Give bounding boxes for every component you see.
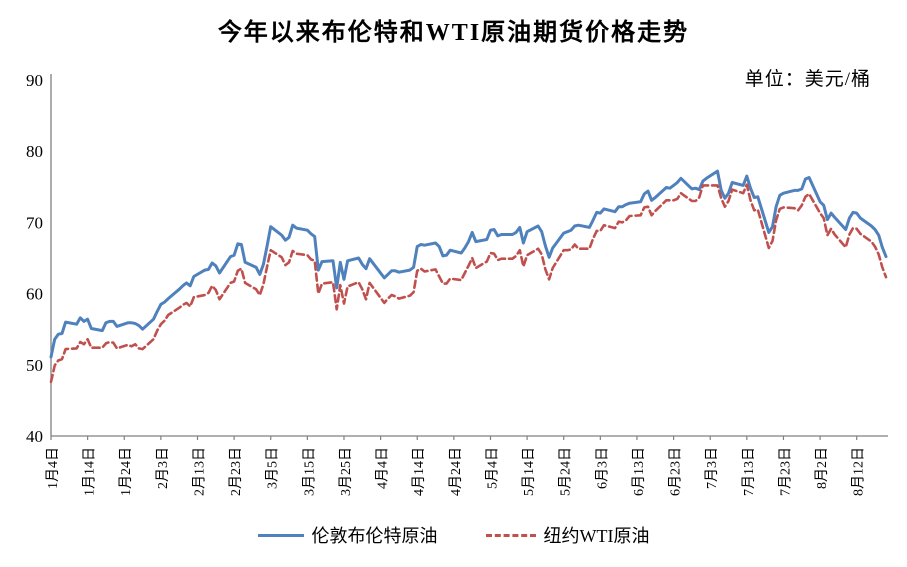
wti-line-swatch bbox=[485, 533, 536, 537]
y-tick-label: 40 bbox=[26, 427, 43, 446]
x-tick-label: 2月13日 bbox=[191, 447, 207, 496]
x-tick-label: 1月14日 bbox=[82, 447, 98, 496]
unit-label: 单位：美元/桶 bbox=[744, 69, 871, 90]
y-tick-label: 60 bbox=[26, 285, 43, 304]
y-tick-label: 90 bbox=[26, 71, 43, 90]
x-tick-label: 1月4日 bbox=[45, 447, 61, 489]
x-tick-label: 3月25日 bbox=[338, 447, 354, 496]
x-tick-label: 1月24日 bbox=[118, 447, 134, 496]
brent-line-swatch bbox=[257, 533, 304, 537]
y-tick-label: 50 bbox=[26, 356, 43, 375]
x-tick-label: 4月4日 bbox=[375, 447, 391, 489]
x-tick-label: 5月24日 bbox=[558, 447, 574, 496]
legend-label-wti: 纽约WTI原油 bbox=[543, 526, 650, 546]
x-tick-label: 2月23日 bbox=[228, 447, 244, 496]
x-tick-label: 8月2日 bbox=[814, 447, 830, 489]
x-tick-label: 5月14日 bbox=[521, 447, 537, 496]
x-tick-label: 6月3日 bbox=[594, 447, 610, 489]
y-tick-label: 70 bbox=[26, 213, 43, 232]
x-tick-label: 4月24日 bbox=[448, 447, 464, 496]
wti-line bbox=[49, 183, 888, 384]
x-tick-label: 7月3日 bbox=[704, 447, 720, 489]
x-tick-label: 3月15日 bbox=[301, 447, 317, 496]
legend-item-brent: 伦敦布伦特原油 bbox=[257, 522, 438, 548]
x-tick-label: 8月12日 bbox=[851, 447, 867, 496]
x-tick-label: 7月23日 bbox=[777, 447, 793, 496]
x-tick-label: 2月3日 bbox=[155, 447, 171, 489]
legend-label-brent: 伦敦布伦特原油 bbox=[311, 526, 438, 546]
x-tick-label: 4月14日 bbox=[411, 447, 427, 496]
chart-legend: 伦敦布伦特原油 纽约WTI原油 bbox=[0, 522, 907, 548]
chart-title: 今年以来布伦特和WTI原油期货价格走势 bbox=[217, 20, 690, 46]
legend-item-wti: 纽约WTI原油 bbox=[485, 522, 650, 548]
x-tick-label: 3月5日 bbox=[265, 447, 281, 489]
x-tick-label: 6月13日 bbox=[631, 447, 647, 496]
x-tick-label: 5月4日 bbox=[484, 447, 500, 489]
x-tick-label: 7月13日 bbox=[741, 447, 757, 496]
brent-line bbox=[49, 169, 888, 359]
x-tick-label: 6月23日 bbox=[668, 447, 684, 496]
y-tick-label: 80 bbox=[26, 142, 43, 161]
